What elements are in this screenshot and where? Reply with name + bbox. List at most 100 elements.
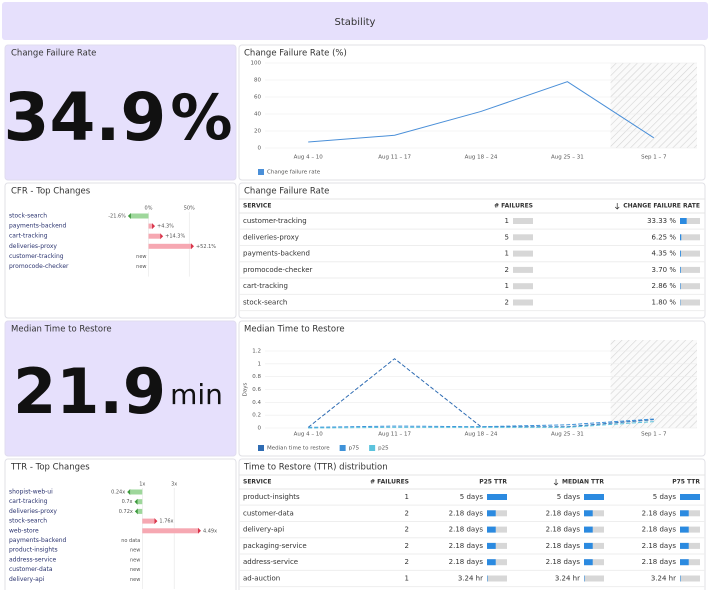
bar — [130, 489, 143, 495]
cell-bar-track — [487, 526, 507, 533]
column-header: # FAILURES — [494, 203, 533, 210]
table-cell: 3.24 hr — [458, 575, 483, 583]
x-tick-label: Aug 4 – 10 — [294, 155, 324, 161]
column-header: # FAILURES — [370, 479, 409, 486]
table-title: Time to Restore (TTR) distribution — [243, 463, 388, 473]
kpi-tile — [4, 320, 237, 457]
cell-bar — [680, 526, 689, 533]
column-header: P75 TTR — [672, 479, 700, 486]
bar-arrow — [197, 527, 201, 534]
x-tick-label: 0% — [145, 206, 153, 212]
table-cell: 5 days — [653, 493, 677, 501]
table-cell: 2.18 days — [546, 526, 581, 534]
category-label: delivery-api — [9, 576, 45, 583]
table-cell: 2.18 days — [546, 542, 581, 550]
cell-bar — [487, 526, 496, 533]
table-cell: 2.18 days — [546, 558, 581, 566]
table-cell: 2.18 days — [642, 509, 677, 517]
cell-bar-track — [487, 575, 507, 582]
value-label: -21.6% — [108, 214, 126, 220]
cell-bar-track — [680, 542, 700, 549]
x-tick-label: Aug 11 – 17 — [378, 432, 411, 438]
table-panel — [238, 182, 706, 319]
y-tick-label: 20 — [254, 129, 261, 135]
cell-bar — [584, 542, 593, 549]
table-cell: 2 — [405, 542, 409, 550]
category-label: deliveries-proxy — [9, 508, 57, 515]
kpi-number: 21.9 — [13, 355, 166, 428]
cell-bar — [680, 283, 681, 290]
table-cell: 2.18 days — [642, 542, 677, 550]
cell-bar-track — [584, 575, 604, 582]
category-label: cart-tracking — [9, 233, 48, 240]
table-cell: 1 — [405, 493, 409, 501]
cell-bar-track — [584, 526, 604, 533]
category-label: promocode-checker — [9, 263, 69, 270]
y-tick-label: 0 — [258, 426, 262, 432]
series-line — [308, 421, 654, 429]
column-header: SERVICE — [243, 203, 271, 210]
incomplete-period — [610, 340, 697, 428]
x-tick-label: Sep 1 – 7 — [641, 155, 667, 161]
bar-arrow — [190, 243, 194, 250]
incomplete-period — [610, 63, 697, 148]
x-tick-label: Sep 1 – 7 — [641, 432, 667, 438]
cell-bar-track — [584, 542, 604, 549]
cell-bar-track — [584, 559, 604, 566]
cell-bar — [680, 218, 687, 224]
bar-arrow — [134, 508, 138, 515]
table-cell: customer-data — [243, 509, 294, 517]
table-cell: delivery-api — [243, 526, 284, 534]
bar-arrow — [160, 233, 164, 240]
value-label: new — [130, 557, 140, 563]
table-cell: 2.18 days — [642, 558, 677, 566]
cell-bar-track — [680, 299, 700, 306]
bar — [130, 213, 149, 219]
cell-bar-track — [513, 234, 533, 241]
kpi-unit: % — [170, 81, 232, 154]
category-label: stock-search — [9, 213, 47, 220]
y-tick-label: 1 — [258, 361, 262, 367]
y-tick-label: 100 — [251, 61, 262, 67]
table-cell: product-insights — [243, 493, 300, 501]
table-cell: 2.86 % — [652, 282, 677, 290]
value-label: new — [130, 577, 140, 583]
chart-title: Change Failure Rate (%) — [244, 49, 347, 59]
table-cell: 5 — [505, 233, 509, 241]
x-tick-label: Aug 18 – 24 — [465, 432, 498, 438]
category-label: customer-tracking — [9, 253, 64, 260]
cell-bar-track — [487, 510, 507, 517]
table-cell: 5 days — [460, 493, 484, 501]
table-cell: 4.35 % — [652, 250, 677, 258]
x-tick-label: Aug 18 – 24 — [465, 155, 498, 161]
cell-bar — [487, 575, 488, 582]
cell-bar-track — [680, 510, 700, 517]
column-header: MEDIAN TTR — [562, 479, 604, 486]
y-tick-label: 0.8 — [252, 374, 261, 380]
table-cell: 3.24 hr — [555, 575, 580, 583]
table-cell: 33.33 % — [647, 217, 676, 225]
y-axis-label: Days — [243, 383, 249, 397]
x-tick-label: 3x — [171, 482, 177, 488]
legend-label: Change failure rate — [267, 170, 321, 176]
table-cell: ad-auction — [243, 575, 280, 583]
bar-arrow — [134, 498, 138, 505]
cell-bar — [584, 510, 593, 517]
legend-swatch — [258, 445, 264, 451]
bar-arrow — [127, 489, 131, 495]
table-cell: 2 — [505, 266, 509, 274]
category-label: product-insights — [9, 547, 58, 554]
chart-title: TTR - Top Changes — [10, 463, 90, 473]
value-label: new — [136, 264, 146, 270]
legend-label: Median time to restore — [267, 446, 330, 452]
cell-bar — [680, 494, 700, 500]
series-line — [308, 418, 654, 428]
table-cell: 1 — [505, 217, 509, 225]
kpi-tile — [4, 44, 237, 181]
sort-arrow — [553, 479, 559, 486]
bar-arrow — [152, 223, 156, 230]
chart-title: Median Time to Restore — [244, 325, 345, 335]
bar-arrow — [127, 213, 131, 219]
table-cell: 2.18 days — [546, 509, 581, 517]
cell-bar — [584, 494, 604, 500]
